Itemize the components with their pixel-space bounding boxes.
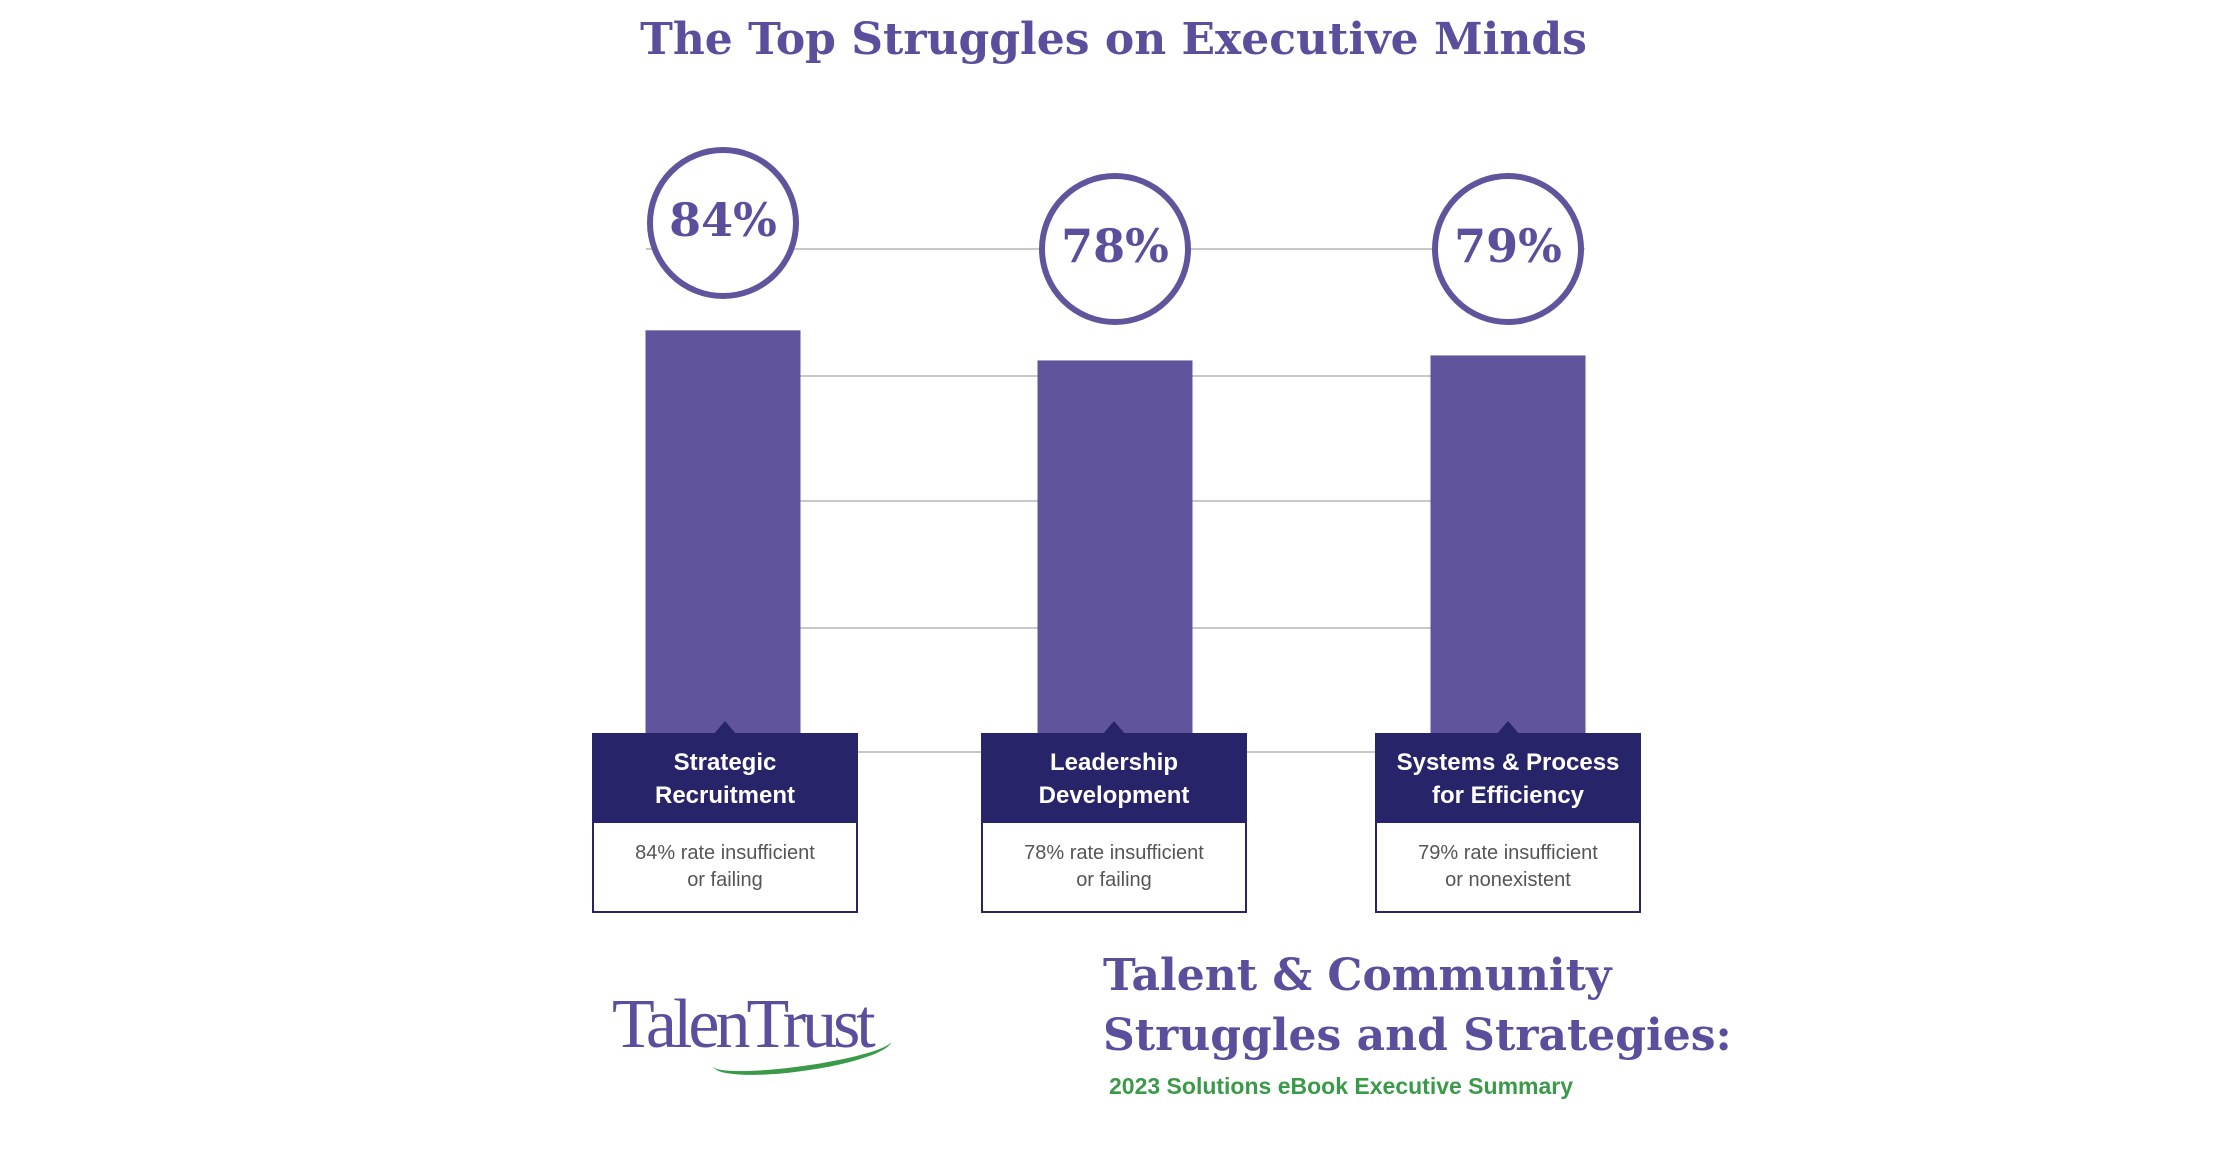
chart-title: The Top Struggles on Executive Minds — [640, 14, 1587, 65]
description-line: or failing — [687, 869, 763, 891]
category-label-box: Systems & Process for Efficiency 79% rate… — [1375, 721, 1641, 913]
category-label: Leadership Development — [983, 735, 1245, 823]
footer-title-line2: Struggles and Strategies: — [1103, 1010, 1732, 1061]
category-label-line: Recruitment — [654, 782, 796, 809]
category-label-box: Strategic Recruitment 84% rate insufficie… — [592, 721, 858, 913]
pointer-triangle — [1102, 721, 1126, 735]
category-label-line: Development — [1038, 782, 1190, 809]
value-circle — [647, 147, 799, 299]
category-label-line: Leadership — [1049, 749, 1179, 776]
value-circle — [1432, 173, 1584, 325]
description-line: 84% rate insufficient — [635, 842, 815, 864]
bar — [1037, 360, 1193, 733]
bar — [645, 330, 801, 733]
data-label: 78% — [1061, 219, 1169, 273]
footer-subtitle: 2023 Solutions eBook Executive Summary — [1109, 1073, 1574, 1099]
description-line: or failing — [1076, 869, 1152, 891]
category-description: 78% rate insufficient or failing — [983, 823, 1245, 911]
data-label: 84% — [669, 193, 777, 247]
description-line: or nonexistent — [1445, 869, 1571, 891]
category-label-box: Leadership Development 78% rate insuffici… — [981, 721, 1247, 913]
footer-title-line1: Talent & Community — [1103, 950, 1612, 1001]
pointer-triangle — [1496, 721, 1520, 735]
description-line: 78% rate insufficient — [1024, 842, 1204, 864]
value-circle — [1039, 173, 1191, 325]
bar — [1430, 355, 1586, 733]
talentrust-logo: TalenTrust — [612, 986, 876, 1063]
category-label: Systems & Process for Efficiency — [1377, 735, 1639, 823]
pointer-triangle — [713, 721, 737, 735]
category-label-line: Systems & Process — [1396, 749, 1620, 776]
category-description: 79% rate insufficient or nonexistent — [1377, 823, 1639, 911]
category-description: 84% rate insufficient or failing — [594, 823, 856, 911]
category-label: Strategic Recruitment — [594, 735, 856, 823]
description-line: 79% rate insufficient — [1418, 842, 1598, 864]
data-label: 79% — [1454, 219, 1562, 273]
category-label-line: for Efficiency — [1431, 782, 1585, 809]
category-label-line: Strategic — [673, 749, 777, 776]
